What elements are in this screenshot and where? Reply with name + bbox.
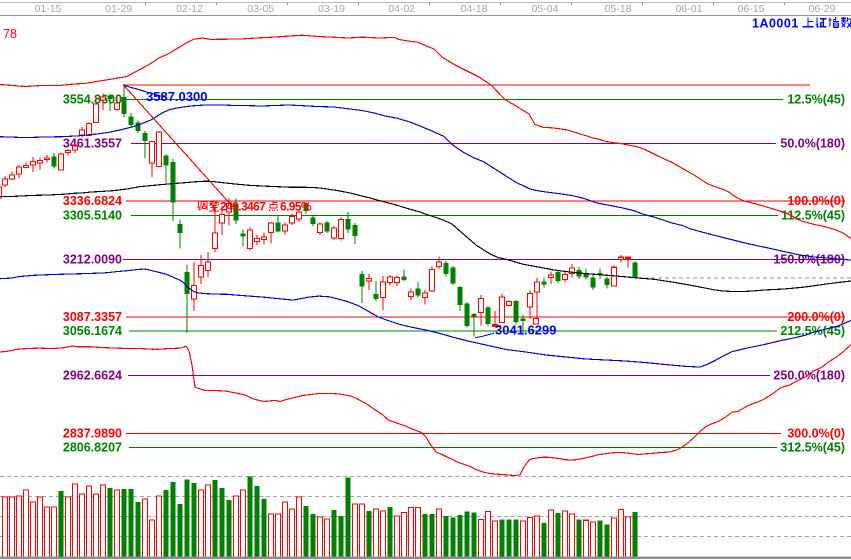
svg-text:01-15: 01-15 [35, 3, 62, 15]
svg-text:04-18: 04-18 [461, 3, 488, 15]
svg-text:250.0%(180): 250.0%(180) [773, 369, 845, 383]
svg-text:3305.5140: 3305.5140 [63, 209, 122, 223]
svg-text:02-12: 02-12 [176, 3, 203, 15]
svg-text:2837.9890: 2837.9890 [63, 427, 122, 441]
svg-text:06-29: 06-29 [809, 3, 836, 15]
svg-text:3336.6824: 3336.6824 [63, 194, 122, 208]
svg-text:05-04: 05-04 [532, 3, 559, 15]
svg-text:3212.0090: 3212.0090 [63, 253, 122, 267]
svg-text:312.5%(45): 312.5%(45) [780, 441, 845, 455]
svg-text:03-19: 03-19 [318, 3, 345, 15]
svg-text:249.3467: 249.3467 [220, 200, 266, 214]
svg-text:3041.6299: 3041.6299 [495, 323, 556, 338]
svg-text:1A0001: 1A0001 [752, 17, 799, 31]
svg-text:6.95%: 6.95% [280, 200, 312, 214]
svg-text:3461.3557: 3461.3557 [63, 137, 122, 151]
svg-text:06-01: 06-01 [676, 3, 703, 15]
svg-text:150.0%(180): 150.0%(180) [773, 253, 845, 267]
svg-text:3087.3357: 3087.3357 [63, 310, 122, 324]
svg-text:200.0%(0): 200.0%(0) [787, 310, 845, 324]
svg-text:06-15: 06-15 [738, 3, 765, 15]
svg-text:01-29: 01-29 [105, 3, 132, 15]
svg-text:78: 78 [3, 27, 17, 41]
svg-text:300.0%(0): 300.0%(0) [787, 427, 845, 441]
svg-text:03-05: 03-05 [247, 3, 274, 15]
svg-text:2962.6624: 2962.6624 [63, 369, 122, 383]
svg-text:3587.0300: 3587.0300 [146, 89, 207, 104]
svg-text:05-18: 05-18 [605, 3, 632, 15]
svg-text:100.0%(0): 100.0%(0) [787, 194, 845, 208]
svg-text:04-02: 04-02 [388, 3, 415, 15]
svg-text:3554.8600: 3554.8600 [63, 93, 122, 107]
svg-text:12.5%(45): 12.5%(45) [787, 93, 845, 107]
svg-text:3056.1674: 3056.1674 [63, 324, 122, 338]
svg-text:2806.8207: 2806.8207 [63, 441, 122, 455]
svg-text:50.0%(180): 50.0%(180) [780, 137, 845, 151]
